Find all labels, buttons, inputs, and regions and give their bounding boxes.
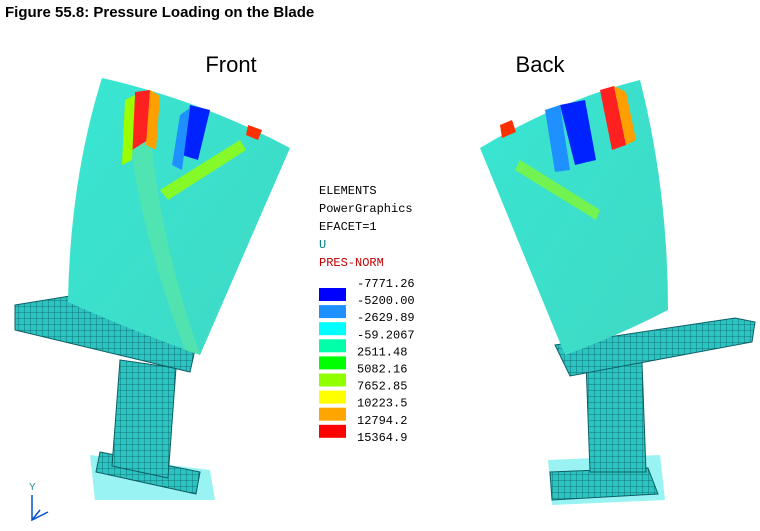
legend-swatch — [319, 339, 346, 353]
triad-label: Y — [29, 482, 36, 493]
back-model — [480, 80, 756, 505]
view-label: Back — [516, 52, 566, 77]
legend: ELEMENTS PowerGraphics EFACET=1 U PRES-NORM -… — [319, 184, 415, 445]
legend-value: -5200.00 — [357, 294, 415, 308]
legend-swatch — [319, 373, 346, 387]
quantity-label: PRES-NORM — [319, 256, 384, 270]
legend-swatch — [319, 322, 346, 336]
legend-swatch — [319, 424, 346, 438]
axis-triad: Y — [29, 482, 49, 522]
figure-title: Figure 55.8: Pressure Loading on the Bla… — [5, 4, 314, 21]
legend-swatch — [319, 288, 346, 301]
legend-value: -7771.26 — [357, 277, 415, 291]
plot-info: PowerGraphics — [319, 202, 413, 216]
legend-value: 5082.16 — [357, 363, 407, 377]
front-model — [14, 78, 290, 500]
legend-value: 7652.85 — [357, 380, 407, 394]
view-label: Front — [205, 52, 256, 77]
legend-value: 15364.9 — [357, 431, 407, 445]
legend-value: -59.2067 — [357, 328, 415, 342]
legend-swatch — [319, 356, 346, 370]
legend-value: -2629.89 — [357, 311, 415, 325]
result-label: U — [319, 238, 326, 252]
legend-swatch — [319, 390, 346, 404]
legend-swatch — [319, 407, 346, 421]
legend-value: 10223.5 — [357, 397, 407, 411]
legend-swatch — [319, 305, 346, 319]
plot-info: EFACET=1 — [319, 220, 377, 234]
plot-info: ELEMENTS — [319, 184, 377, 198]
legend-value: 12794.2 — [357, 414, 407, 428]
legend-value: 2511.48 — [357, 345, 407, 359]
